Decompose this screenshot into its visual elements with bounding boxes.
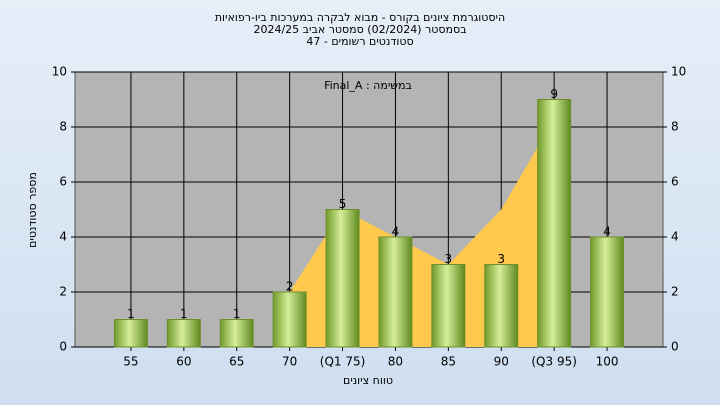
y2-tick-label: 6 xyxy=(671,175,679,189)
y2-tick-label: 4 xyxy=(671,230,679,244)
chart-title: היסטוגרמת ציונים בקורס - מבוא לבקרה במער… xyxy=(215,11,505,24)
y-tick-label: 4 xyxy=(59,230,67,244)
y2-tick-label: 0 xyxy=(671,340,679,354)
x-tick-label: 90 xyxy=(494,355,509,369)
x-tick-label: 60 xyxy=(176,355,191,369)
bar xyxy=(325,209,360,348)
y2-tick-label: 8 xyxy=(671,120,679,134)
annotation: במשימה : Final_A xyxy=(324,79,412,92)
data-label: 3 xyxy=(445,252,453,266)
data-label: 2 xyxy=(286,280,294,294)
y-axis-label: מספר סטודנטים xyxy=(26,172,39,248)
x-tick-label: (Q3 95) xyxy=(531,355,577,369)
bar xyxy=(590,236,625,348)
data-label: 4 xyxy=(603,225,611,239)
y-tick-label: 10 xyxy=(52,65,67,79)
y-tick-label: 2 xyxy=(59,285,67,299)
data-label: 5 xyxy=(339,197,347,211)
x-axis-label: טווח ציונים xyxy=(343,374,393,387)
x-tick-label: 85 xyxy=(441,355,456,369)
bar xyxy=(272,291,307,348)
data-label: 9 xyxy=(550,87,558,101)
x-tick-label: 55 xyxy=(123,355,138,369)
x-tick-label: 70 xyxy=(282,355,297,369)
bar xyxy=(537,99,572,348)
y-tick-label: 6 xyxy=(59,175,67,189)
x-tick-label: 80 xyxy=(388,355,403,369)
y-tick-label: 0 xyxy=(59,340,67,354)
y2-tick-label: 10 xyxy=(671,65,686,79)
data-label: 1 xyxy=(127,307,135,321)
bar xyxy=(113,319,148,348)
chart-subtitle: בסמסטר (02/2024) סמסטר אביב 2024/25 xyxy=(253,23,466,36)
chart-subtitle: סטודנטים רשומים - 47 xyxy=(306,35,413,48)
x-tick-label: (Q1 75) xyxy=(320,355,366,369)
x-tick-label: 100 xyxy=(596,355,619,369)
data-label: 1 xyxy=(180,307,188,321)
y2-tick-label: 2 xyxy=(671,285,679,299)
bar xyxy=(378,236,413,348)
bar xyxy=(431,264,466,348)
bar xyxy=(484,264,519,348)
bar xyxy=(219,319,254,348)
x-tick-label: 65 xyxy=(229,355,244,369)
data-label: 4 xyxy=(392,225,400,239)
y-tick-label: 8 xyxy=(59,120,67,134)
bar xyxy=(166,319,201,348)
data-label: 3 xyxy=(497,252,505,266)
data-label: 1 xyxy=(233,307,241,321)
